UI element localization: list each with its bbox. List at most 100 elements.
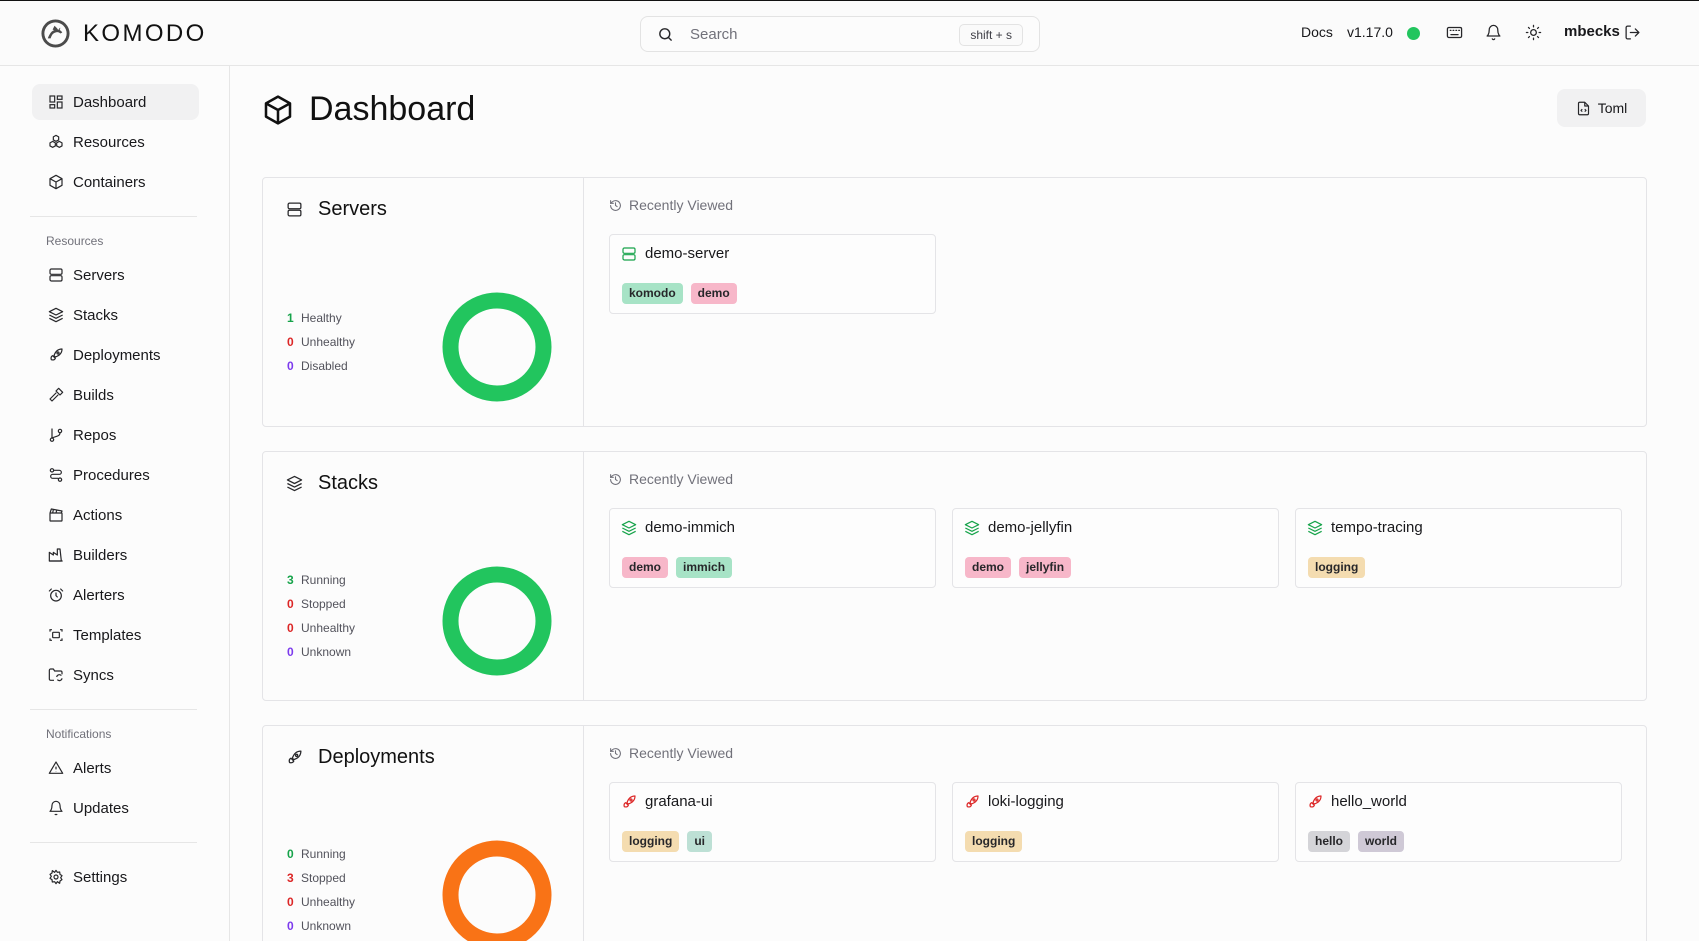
version-label[interactable]: v1.17.0 [1347,24,1393,40]
search-placeholder[interactable]: Search [690,26,738,43]
servers-summary[interactable]: Servers 1 Healthy 0 Unhealthy 0 Disabled [263,178,584,426]
triangle-alert-icon [48,761,64,774]
status-donut-chart [442,840,552,941]
toml-button[interactable]: Toml [1557,89,1646,127]
logout-icon[interactable] [1624,24,1641,41]
layers-icon [621,520,637,535]
sidebar-item-settings[interactable]: Settings [32,859,199,895]
page-header: Dashboard [262,90,475,129]
recently-viewed-label: Recently Viewed [629,745,734,761]
stacks-stats: 3 Running 0 Stopped 0 Unhealthy 0 Unknown [287,573,355,669]
sidebar-item-builds[interactable]: Builds [32,377,199,413]
tag-badge[interactable]: ui [687,831,712,852]
rocket-icon [288,750,302,764]
sidebar-item-syncs[interactable]: Syncs [32,657,199,693]
deployments-summary[interactable]: Deployments 0 Running 3 Stopped 0 Unhealthy… [263,726,584,941]
stat-unknown: 0 Unknown [287,645,355,669]
stat-label: Unknown [301,919,352,933]
resource-name: tempo-tracing [1331,519,1423,536]
username[interactable]: mbecks [1564,23,1620,40]
stacks-summary[interactable]: Stacks 3 Running 0 Stopped 0 Unhealthy 0 Unk… [263,452,584,700]
status-donut-chart [442,566,552,676]
bell-icon[interactable] [1485,24,1502,41]
stat-count: 0 [287,359,294,373]
resource-card[interactable]: tempo-tracing logging [1295,508,1622,588]
stat-label: Healthy [301,311,342,325]
tag-badge[interactable]: immich [676,557,733,578]
sidebar-item-templates[interactable]: Templates [32,617,199,653]
tag-badge[interactable]: demo [690,283,737,304]
stat-label: Unhealthy [301,335,356,349]
brand-logo[interactable]: KOMODO [40,18,207,49]
sidebar-item-repos[interactable]: Repos [32,417,199,453]
history-icon [610,473,621,485]
resource-card[interactable]: grafana-ui logging ui [609,782,936,862]
rocket-icon [966,794,979,808]
deployments-stats: 0 Running 3 Stopped 0 Unhealthy 0 Unknown [287,847,355,941]
resource-card[interactable]: demo-jellyfin demo jellyfin [952,508,1279,588]
tag-badge[interactable]: demo [965,557,1012,578]
resource-card[interactable]: demo-immich demo immich [609,508,936,588]
servers-stats: 1 Healthy 0 Unhealthy 0 Disabled [287,311,355,383]
factory-icon [48,548,63,562]
recently-viewed-header: Recently Viewed [609,471,733,487]
history-icon [610,199,621,211]
stat-count: 3 [287,573,294,587]
recently-viewed-label: Recently Viewed [629,471,734,487]
tag-badge[interactable]: jellyfin [1019,557,1072,578]
tag-badge[interactable]: logging [1308,557,1366,578]
sidebar-item-label: Settings [73,868,128,886]
sidebar-item-stacks[interactable]: Stacks [32,297,199,333]
keyboard-icon[interactable] [1446,24,1463,41]
sidebar-item-containers[interactable]: Containers [32,164,199,200]
tag-badge[interactable]: logging [622,831,680,852]
history-icon [610,747,621,759]
sidebar-item-actions[interactable]: Actions [32,497,199,533]
sidebar-item-updates[interactable]: Updates [32,790,199,826]
sidebar-divider [30,709,197,710]
sidebar-item-label: Builds [73,386,114,404]
stat-count: 0 [287,847,294,861]
layers-icon [964,520,980,535]
sidebar-item-label: Syncs [73,666,114,684]
sidebar-item-resources[interactable]: Resources [32,124,199,160]
stat-unhealthy: 0 Unhealthy [287,335,355,359]
sidebar-item-label: Actions [73,506,123,524]
sidebar-item-label: Repos [73,426,117,444]
sidebar-section-notifications: Notifications [46,727,112,741]
tag-badge[interactable]: world [1358,831,1405,852]
tag-badge[interactable]: demo [622,557,669,578]
rocket-icon [50,348,63,361]
file-code-icon [1577,101,1589,115]
connection-status-dot [1407,27,1420,40]
section-title: Servers [318,198,387,220]
tag-badge[interactable]: komodo [622,283,683,304]
stat-count: 1 [287,311,294,325]
alarm-clock-icon [48,588,64,602]
resource-card[interactable]: loki-logging logging [952,782,1279,862]
stat-label: Running [301,573,346,587]
sidebar-item-builders[interactable]: Builders [32,537,199,573]
stat-stopped: 0 Stopped [287,597,355,621]
sidebar-item-alerts[interactable]: Alerts [32,750,199,786]
resource-card[interactable]: hello_world hello world [1295,782,1622,862]
resource-name: demo-server [645,245,730,262]
sidebar-item-servers[interactable]: Servers [32,257,199,293]
clapperboard-icon [49,508,63,522]
sun-icon[interactable] [1525,24,1542,41]
sidebar-item-deployments[interactable]: Deployments [32,337,199,373]
docs-link[interactable]: Docs [1301,24,1333,40]
tag-badge[interactable]: hello [1308,831,1351,852]
search-box[interactable]: Search shift + s [640,16,1040,52]
stat-count: 3 [287,871,294,885]
stat-label: Unknown [301,645,352,659]
sidebar-item-procedures[interactable]: Procedures [32,457,199,493]
resource-name: demo-jellyfin [988,519,1073,536]
tag-badge[interactable]: logging [965,831,1023,852]
stat-count: 0 [287,621,294,635]
resource-card[interactable]: demo-server komodo demo [609,234,936,314]
hammer-icon [49,387,64,402]
sidebar-item-label: Updates [73,799,129,817]
sidebar-item-alerters[interactable]: Alerters [32,577,199,613]
sidebar-item-dashboard[interactable]: Dashboard [32,84,199,120]
